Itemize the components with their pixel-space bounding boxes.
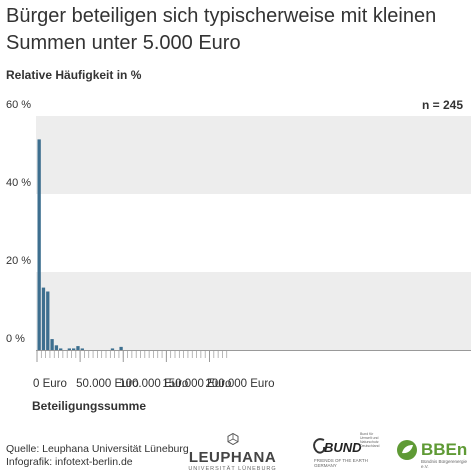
y-axis-label: Relative Häufigkeit in % — [6, 68, 142, 82]
histogram-bar — [110, 348, 115, 350]
y-tick-label: 0 % — [6, 333, 25, 345]
histogram-bar — [119, 346, 123, 350]
infografik-credit: Infografik: infotext-berlin.de — [6, 456, 133, 468]
leuphana-subtitle: UNIVERSITÄT LÜNEBURG — [188, 466, 277, 472]
bund-fine-print: Bund für Umwelt und Naturschutz Deutschl… — [360, 432, 380, 448]
histogram-bar — [72, 348, 76, 350]
source-credit: Quelle: Leuphana Universität Lüneburg — [6, 443, 189, 455]
bben-subtitle: Bündnis Bürgerenergie e.V. — [421, 459, 468, 469]
leuphana-logo: LEUPHANA UNIVERSITÄT LÜNEBURG — [180, 432, 285, 473]
bben-logo: BBEn Bündnis Bürgerenergie e.V. — [395, 432, 470, 469]
sample-size-label: n = 245 — [421, 98, 463, 112]
histogram-bar — [37, 139, 41, 350]
chart-title: Bürger beteiligen sich typischerweise mi… — [6, 5, 437, 54]
histogram-bar — [46, 291, 50, 350]
footer: Quelle: Leuphana Universität Lüneburg In… — [6, 443, 189, 469]
bund-swirl-icon — [313, 438, 326, 454]
y-tick-label: 60 % — [6, 99, 31, 111]
x-tick-label: 150.000 Euro — [162, 378, 231, 390]
histogram-bar — [59, 348, 63, 350]
x-axis-label: Beteiligungssumme — [32, 399, 147, 413]
histogram-bar — [67, 348, 71, 350]
y-tick-label: 20 % — [6, 255, 31, 267]
bund-name: BUND — [324, 440, 362, 455]
histogram-bar — [41, 287, 46, 350]
leuphana-hexagon-icon — [227, 432, 238, 446]
histogram-bar — [50, 339, 54, 350]
x-tick-label: 200.000 Euro — [206, 378, 275, 390]
histogram-bar — [80, 348, 84, 350]
histogram-bar — [54, 345, 59, 350]
grid-band — [36, 272, 471, 350]
bben-name: BBEn — [421, 440, 468, 459]
x-tick-label: 100.000 Euro — [119, 378, 188, 390]
y-tick-label: 40 % — [6, 177, 31, 189]
grid-band — [36, 116, 471, 194]
bund-subtitle: FRIENDS OF THE EARTH GERMANY — [314, 458, 368, 468]
x-tick-label: 0 Euro — [33, 378, 67, 390]
x-tick-label: 50.000 Euro — [76, 378, 139, 390]
leuphana-name: LEUPHANA — [188, 449, 277, 466]
bund-logo: BUND FRIENDS OF THE EARTH GERMANY Bund f… — [312, 432, 382, 468]
histogram-bar — [76, 346, 80, 350]
bben-leaf-icon — [397, 440, 417, 460]
